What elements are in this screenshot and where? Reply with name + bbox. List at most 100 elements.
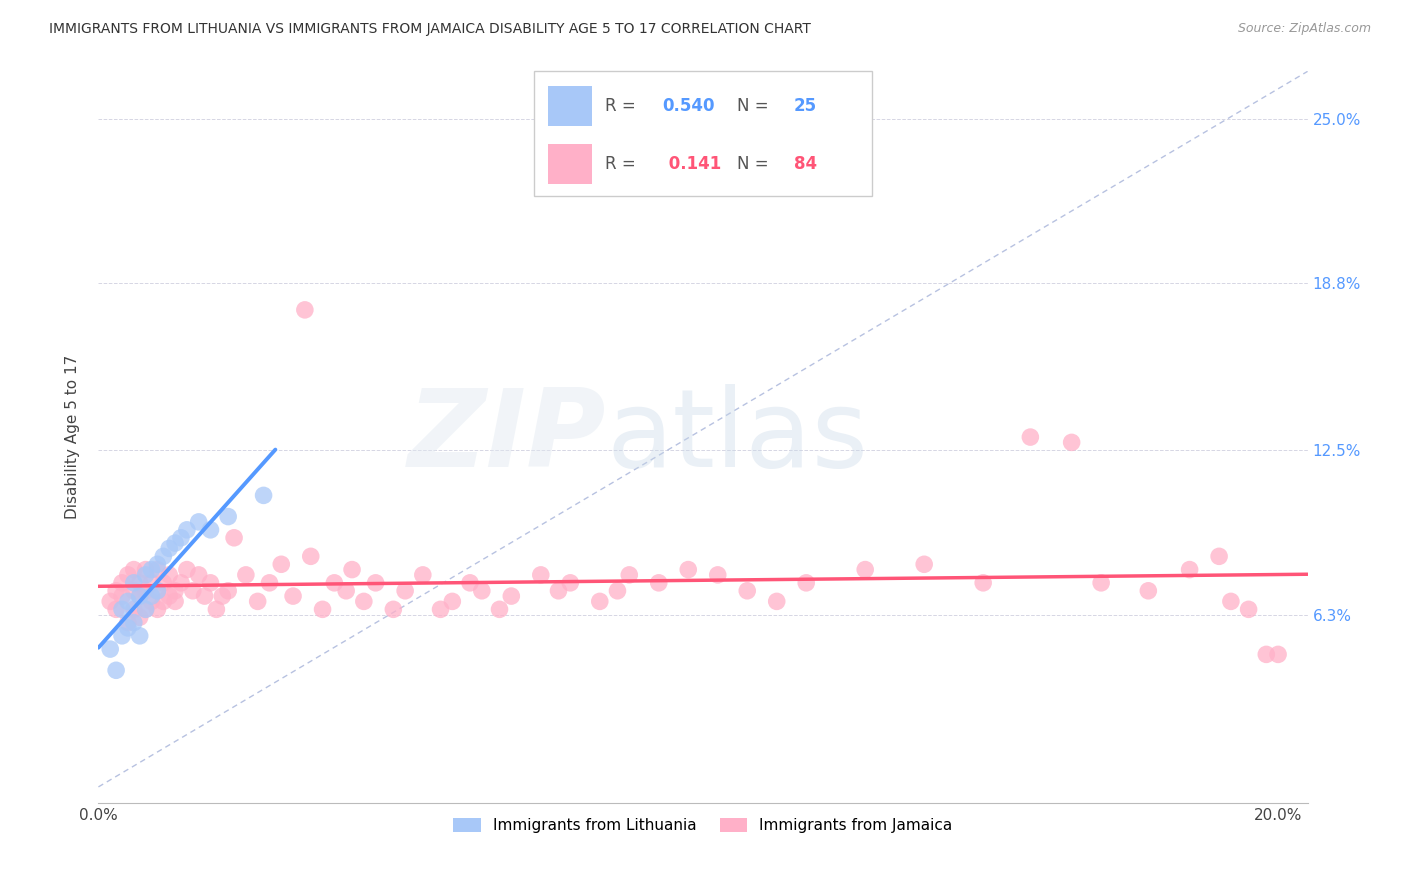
Text: IMMIGRANTS FROM LITHUANIA VS IMMIGRANTS FROM JAMAICA DISABILITY AGE 5 TO 17 CORR: IMMIGRANTS FROM LITHUANIA VS IMMIGRANTS … [49, 22, 811, 37]
Text: atlas: atlas [606, 384, 869, 490]
Point [972, 575, 994, 590]
Point [170, 575, 193, 590]
Point [176, 523, 198, 537]
Point [122, 602, 145, 616]
Point [1237, 602, 1260, 616]
Point [141, 589, 163, 603]
Point [135, 583, 157, 598]
Point [157, 541, 180, 556]
Point [152, 549, 174, 564]
Point [735, 583, 758, 598]
Text: Source: ZipAtlas.com: Source: ZipAtlas.com [1237, 22, 1371, 36]
Point [111, 629, 134, 643]
Point [128, 589, 150, 603]
Point [128, 629, 150, 643]
Point [217, 583, 239, 598]
Point [146, 602, 169, 616]
Point [794, 575, 817, 590]
Point [117, 594, 139, 608]
Point [294, 302, 316, 317]
Point [353, 594, 375, 608]
Point [547, 583, 569, 598]
Point [853, 563, 876, 577]
Point [281, 589, 304, 603]
Point [270, 558, 292, 572]
Point [235, 567, 257, 582]
Point [606, 583, 628, 598]
Point [323, 575, 346, 590]
Point [335, 583, 357, 598]
Point [706, 567, 728, 582]
Point [429, 602, 451, 616]
Point [105, 663, 128, 677]
Point [146, 558, 169, 572]
Point [1178, 563, 1201, 577]
Point [122, 575, 145, 590]
Point [176, 563, 198, 577]
Point [152, 575, 174, 590]
Point [165, 594, 187, 608]
FancyBboxPatch shape [548, 87, 592, 127]
Point [648, 575, 671, 590]
Point [217, 509, 239, 524]
Point [560, 575, 582, 590]
Point [1256, 648, 1278, 662]
Point [441, 594, 464, 608]
FancyBboxPatch shape [548, 144, 592, 184]
Point [157, 567, 180, 582]
Point [259, 575, 281, 590]
Text: R =: R = [605, 97, 641, 115]
Point [152, 594, 174, 608]
Point [141, 575, 163, 590]
Point [117, 567, 139, 582]
Point [458, 575, 481, 590]
Text: ZIP: ZIP [408, 384, 606, 490]
Point [135, 602, 157, 616]
Text: 25: 25 [794, 97, 817, 115]
Point [105, 583, 128, 598]
Point [200, 523, 222, 537]
Point [530, 567, 553, 582]
Text: 0.141: 0.141 [662, 155, 721, 173]
Point [141, 594, 163, 608]
Point [187, 515, 209, 529]
Point [146, 583, 169, 598]
Point [1137, 583, 1160, 598]
Point [488, 602, 510, 616]
Point [252, 488, 274, 502]
Point [146, 583, 169, 598]
Point [122, 583, 145, 598]
Point [98, 642, 121, 657]
Text: N =: N = [737, 97, 773, 115]
Point [135, 567, 157, 582]
Point [299, 549, 322, 564]
Point [311, 602, 333, 616]
Point [165, 583, 187, 598]
Point [394, 583, 416, 598]
Point [122, 615, 145, 630]
Point [501, 589, 523, 603]
Point [1090, 575, 1112, 590]
Point [122, 563, 145, 577]
Point [364, 575, 387, 590]
Point [205, 602, 228, 616]
Point [1019, 430, 1042, 444]
Text: 0.540: 0.540 [662, 97, 716, 115]
Point [128, 575, 150, 590]
Point [194, 589, 217, 603]
Point [181, 583, 204, 598]
Point [117, 621, 139, 635]
Point [200, 575, 222, 590]
Point [187, 567, 209, 582]
Point [382, 602, 405, 616]
Point [111, 589, 134, 603]
Point [111, 602, 134, 616]
Text: 84: 84 [794, 155, 817, 173]
Point [678, 563, 700, 577]
Y-axis label: Disability Age 5 to 17: Disability Age 5 to 17 [65, 355, 80, 519]
Point [128, 610, 150, 624]
Point [105, 602, 128, 616]
Point [222, 531, 245, 545]
Point [1208, 549, 1230, 564]
Point [146, 563, 169, 577]
